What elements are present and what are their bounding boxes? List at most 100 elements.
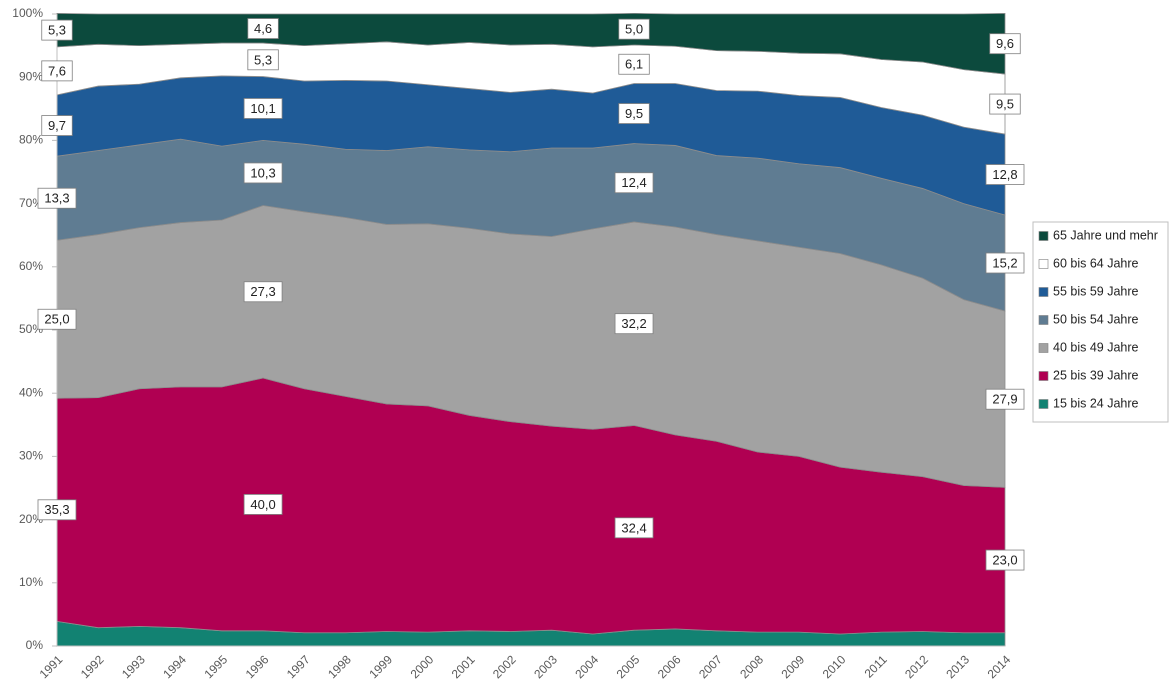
y-tick-label: 80% bbox=[19, 133, 43, 147]
data-label-box bbox=[618, 103, 650, 124]
y-tick-label: 30% bbox=[19, 449, 43, 463]
data-label-box bbox=[41, 60, 73, 82]
y-tick-label: 90% bbox=[19, 69, 43, 83]
legend-swatch bbox=[1038, 315, 1049, 325]
data-label: 32,2 bbox=[621, 316, 646, 331]
y-tick-label: 0% bbox=[26, 638, 44, 652]
data-label: 10,1 bbox=[250, 101, 275, 116]
x-tick-label: 2003 bbox=[531, 652, 560, 681]
x-tick-label: 2000 bbox=[408, 652, 437, 681]
legend-swatch bbox=[1038, 371, 1049, 381]
data-label-box bbox=[247, 18, 279, 39]
legend-box bbox=[1032, 221, 1169, 423]
x-tick-label: 2012 bbox=[902, 652, 931, 681]
data-label-box bbox=[985, 164, 1025, 185]
y-tick-label: 60% bbox=[19, 259, 43, 273]
data-label: 5,3 bbox=[48, 23, 66, 38]
y-tick-label: 70% bbox=[19, 196, 43, 210]
x-tick-label: 2010 bbox=[820, 652, 849, 681]
data-label: 23,0 bbox=[992, 552, 1017, 567]
legend-label: 15 bis 24 Jahre bbox=[1053, 396, 1139, 410]
data-label: 9,6 bbox=[996, 36, 1014, 51]
legend-label: 65 Jahre und mehr bbox=[1053, 228, 1158, 242]
x-tick-label: 2007 bbox=[696, 652, 725, 681]
data-label: 32,4 bbox=[621, 520, 646, 535]
data-label-box bbox=[41, 19, 73, 41]
x-tick-label: 2011 bbox=[862, 652, 890, 680]
data-label: 6,1 bbox=[625, 57, 643, 72]
legend-label: 55 bis 59 Jahre bbox=[1053, 284, 1139, 298]
data-label-box bbox=[985, 388, 1025, 410]
data-label-box bbox=[614, 313, 654, 335]
x-tick-label: 1994 bbox=[160, 652, 189, 681]
data-label-box bbox=[985, 549, 1025, 571]
data-label-box bbox=[614, 517, 654, 539]
x-tick-label: 2005 bbox=[614, 652, 643, 681]
data-label-box bbox=[37, 187, 77, 209]
data-label: 25,0 bbox=[44, 312, 69, 327]
data-label-box bbox=[37, 308, 77, 330]
data-label-box bbox=[618, 53, 650, 75]
data-label-box bbox=[247, 49, 279, 71]
legend-swatch bbox=[1038, 399, 1049, 409]
y-tick-label: 20% bbox=[19, 512, 43, 526]
data-label: 10,3 bbox=[250, 165, 275, 180]
legend-swatch bbox=[1038, 343, 1049, 353]
legend-swatch bbox=[1038, 231, 1049, 241]
legend-label: 60 bis 64 Jahre bbox=[1053, 256, 1139, 270]
legend-label: 25 bis 39 Jahre bbox=[1053, 368, 1139, 382]
legend-swatch bbox=[1038, 287, 1049, 297]
data-label: 9,7 bbox=[48, 118, 66, 133]
data-label-box bbox=[37, 499, 77, 521]
data-label: 5,0 bbox=[625, 22, 643, 37]
data-label: 27,3 bbox=[250, 284, 275, 299]
x-tick-label: 2013 bbox=[943, 652, 972, 681]
y-tick-label: 10% bbox=[19, 575, 43, 589]
x-tick-label: 1992 bbox=[78, 652, 107, 681]
data-label: 5,3 bbox=[254, 52, 272, 67]
data-label: 15,2 bbox=[992, 255, 1017, 270]
data-label-box bbox=[985, 252, 1025, 274]
legend-swatch bbox=[1038, 259, 1049, 269]
x-tick-label: 1995 bbox=[201, 652, 230, 681]
x-tick-label: 1998 bbox=[325, 652, 354, 681]
y-tick-label: 50% bbox=[19, 322, 43, 336]
y-tick-label: 100% bbox=[12, 6, 43, 20]
x-tick-label: 1991 bbox=[37, 652, 66, 681]
data-label: 13,3 bbox=[44, 191, 69, 206]
x-tick-label: 1993 bbox=[119, 652, 148, 681]
legend-label: 50 bis 54 Jahre bbox=[1053, 312, 1139, 326]
data-label-box bbox=[989, 93, 1021, 115]
data-label: 7,6 bbox=[48, 63, 66, 78]
data-label-box bbox=[243, 98, 283, 119]
data-label-box bbox=[41, 115, 73, 136]
x-tick-label: 1999 bbox=[366, 652, 395, 681]
x-tick-label: 1996 bbox=[243, 652, 272, 681]
data-label: 12,4 bbox=[621, 175, 646, 190]
x-tick-label: 2014 bbox=[985, 652, 1014, 681]
data-label: 27,9 bbox=[992, 392, 1017, 407]
legend-label: 40 bis 49 Jahre bbox=[1053, 340, 1139, 354]
data-label: 35,3 bbox=[44, 502, 69, 517]
data-label-box bbox=[618, 18, 650, 40]
x-tick-label: 2002 bbox=[490, 652, 519, 681]
x-tick-label: 2001 bbox=[449, 652, 478, 681]
data-label: 40,0 bbox=[250, 497, 275, 512]
x-tick-label: 2004 bbox=[572, 652, 601, 681]
data-label-box bbox=[614, 172, 654, 194]
data-label: 9,5 bbox=[625, 106, 643, 121]
data-label-box bbox=[243, 281, 283, 303]
x-tick-label: 1997 bbox=[284, 652, 313, 681]
data-label: 9,5 bbox=[996, 96, 1014, 111]
data-label: 4,6 bbox=[254, 21, 272, 36]
x-tick-label: 2008 bbox=[737, 652, 766, 681]
data-label-box bbox=[243, 494, 283, 515]
y-tick-label: 40% bbox=[19, 385, 43, 399]
data-label-box bbox=[243, 162, 283, 184]
data-label-box bbox=[989, 33, 1021, 55]
x-tick-label: 2009 bbox=[778, 652, 807, 681]
area bbox=[56, 12, 1006, 75]
data-label: 12,8 bbox=[992, 167, 1017, 182]
x-tick-label: 2006 bbox=[655, 652, 684, 681]
